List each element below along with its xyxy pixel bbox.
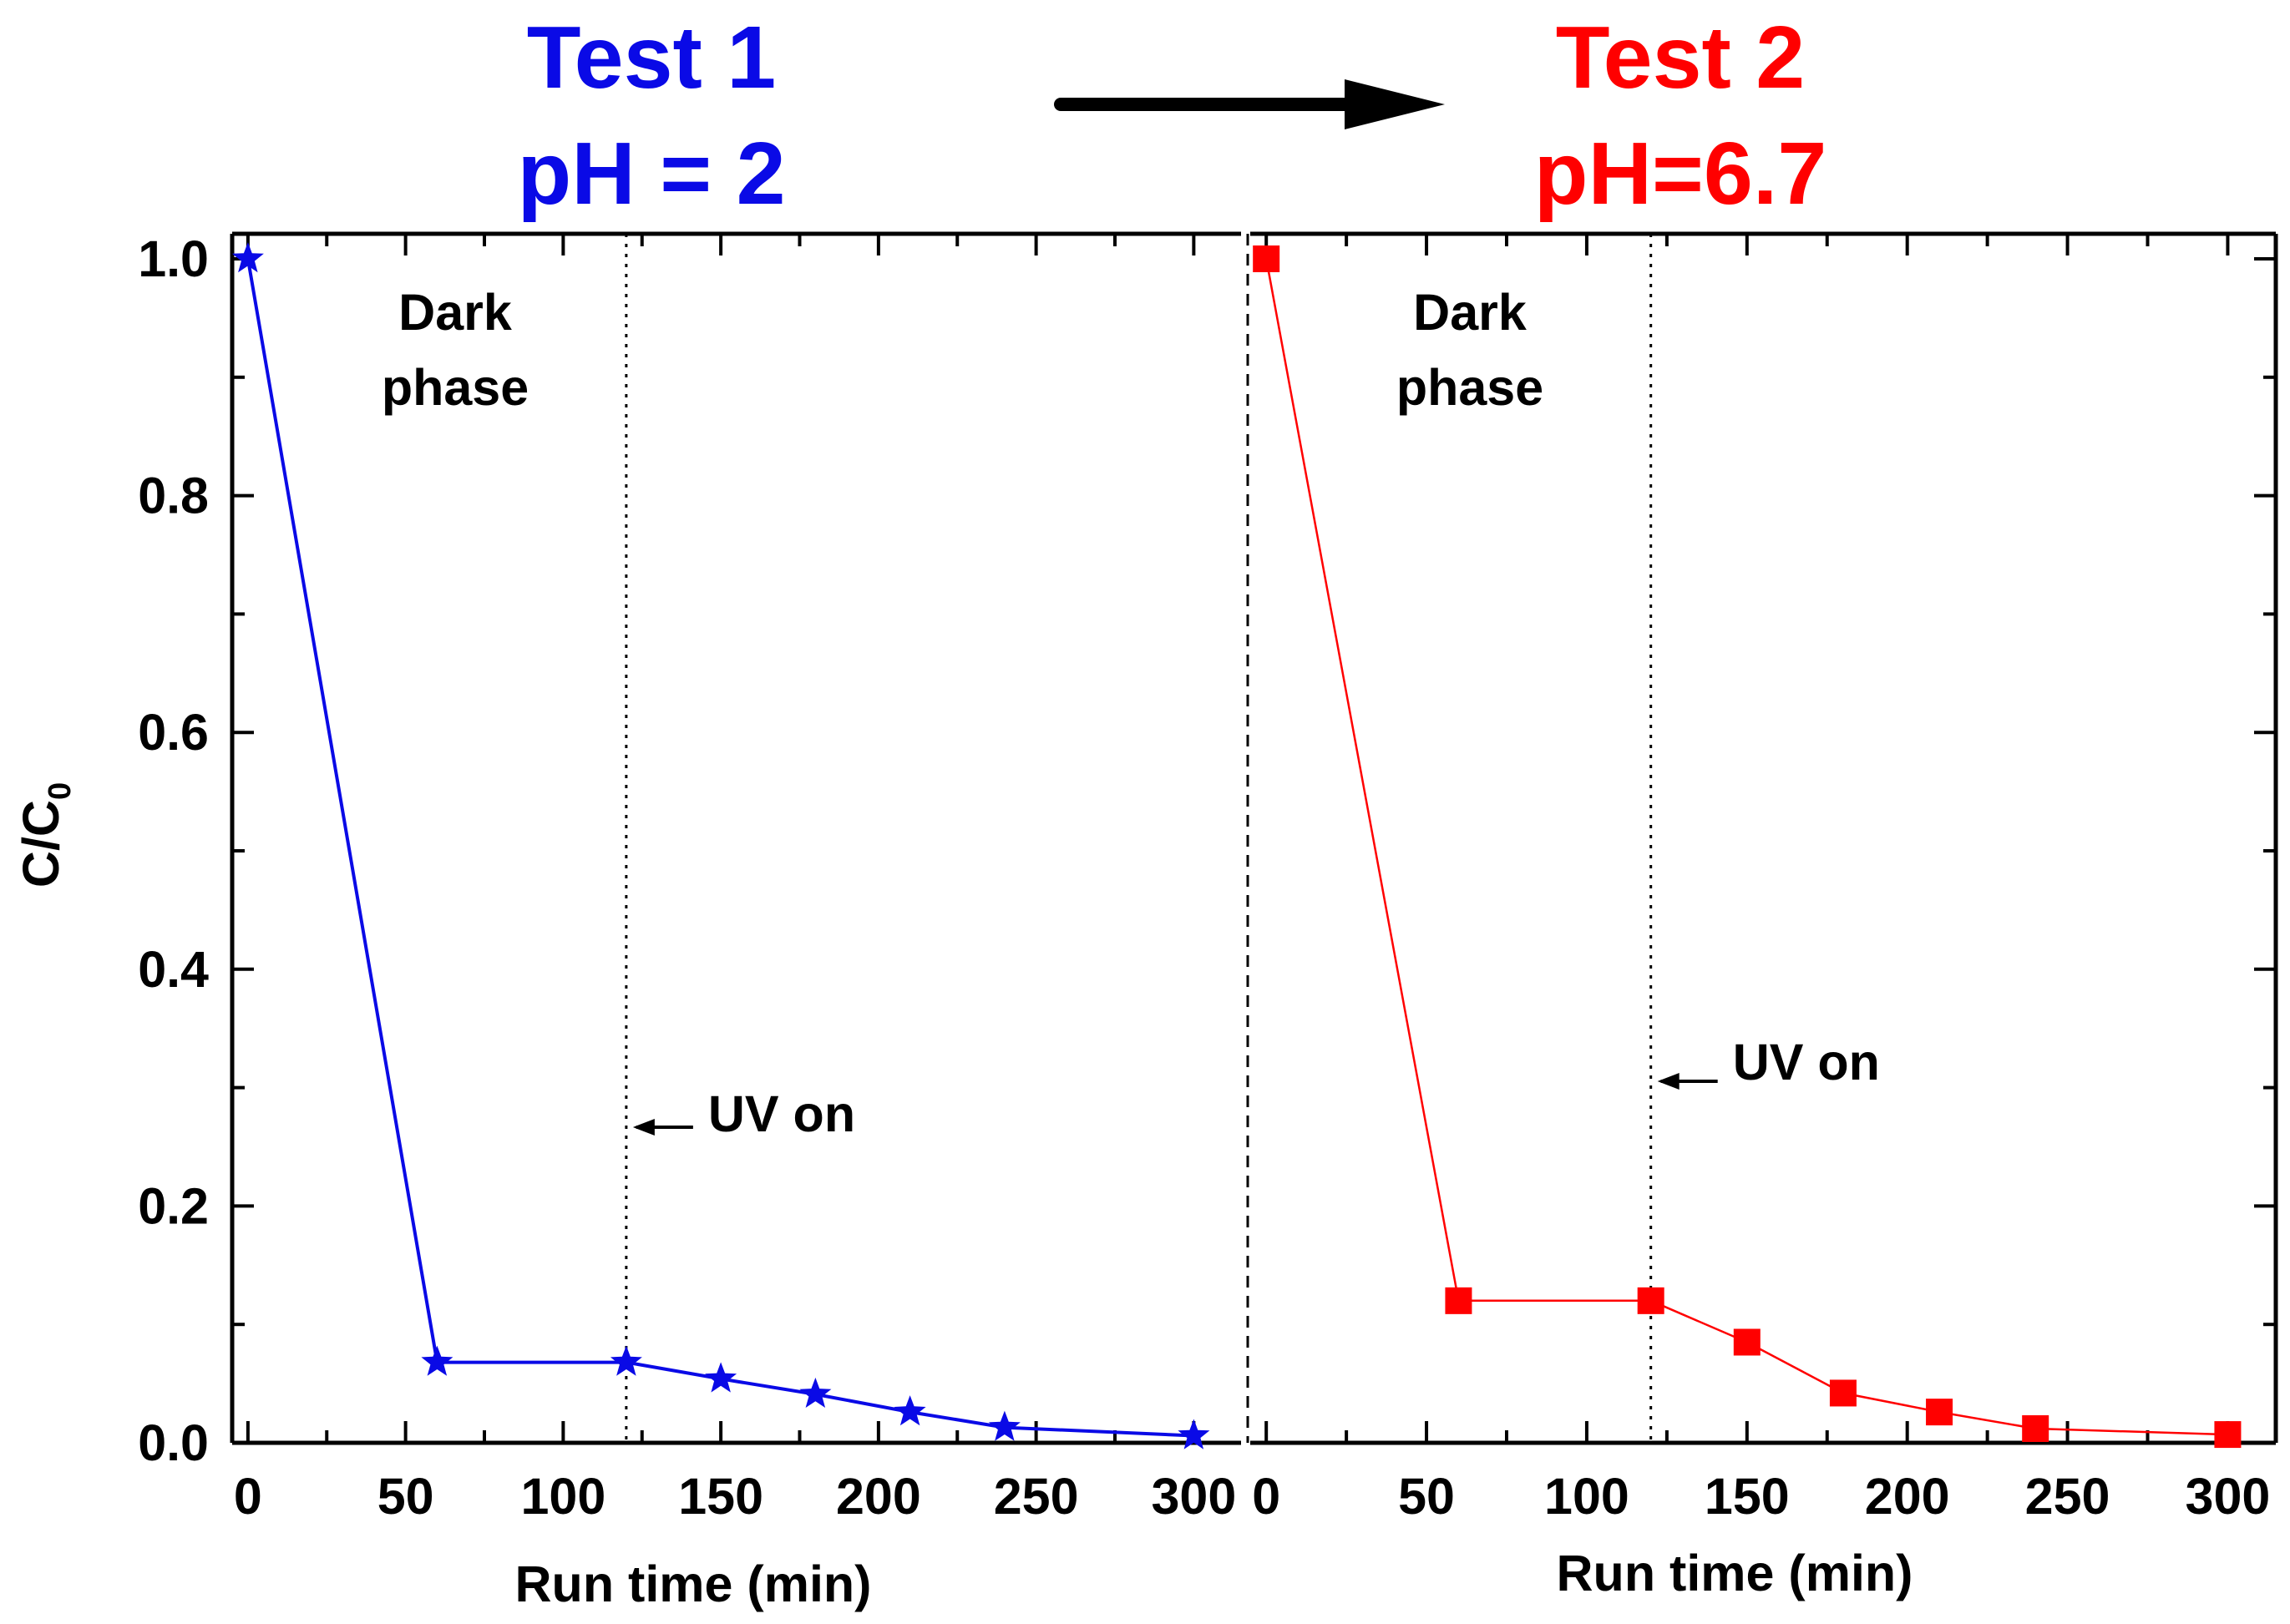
test2-ph-heading: pH=6.7 xyxy=(1534,124,1827,223)
data-point-square xyxy=(1926,1399,1953,1426)
series-line xyxy=(1264,258,2228,1436)
uv-on-label: UV on xyxy=(708,1085,855,1142)
x-tick-label: 0 xyxy=(1252,1468,1280,1525)
x-axis-title-left: Run time (min) xyxy=(515,1556,872,1612)
data-point-star xyxy=(705,1362,737,1393)
x-tick-label: 200 xyxy=(1865,1468,1950,1525)
x-tick-label: 300 xyxy=(1151,1468,1236,1525)
panel-test2: 0 50 100 150 200 250 300 Dark phase UV on xyxy=(1250,231,2278,1525)
dark-phase-label-2: phase xyxy=(382,359,529,416)
y-axis-title-sub: 0 xyxy=(43,782,78,800)
test1-ph-heading: pH = 2 xyxy=(517,124,785,223)
data-point-star xyxy=(799,1377,832,1408)
x-tick-label: 150 xyxy=(1705,1468,1790,1525)
y-axis-title-main: C/C xyxy=(13,800,69,888)
x-tick-label: 50 xyxy=(377,1468,434,1525)
x-tick-label: 200 xyxy=(836,1468,921,1525)
data-point-star xyxy=(894,1395,926,1426)
y-tick-label: 0.8 xyxy=(138,468,209,524)
x-tick-label: 250 xyxy=(994,1468,1079,1525)
y-tick-label: 0.6 xyxy=(138,704,209,761)
uv-on-label: UV on xyxy=(1733,1034,1880,1090)
data-point-square xyxy=(1829,1379,1857,1407)
data-point-square xyxy=(2022,1414,2049,1442)
uv-arrow-head xyxy=(632,1119,655,1136)
data-point-star xyxy=(421,1345,453,1376)
data-point-star xyxy=(988,1410,1021,1441)
x-tick-label: 0 xyxy=(234,1468,262,1525)
test1-heading: Test 1 xyxy=(527,8,777,107)
y-tick-label: 0.4 xyxy=(138,941,209,998)
dark-phase-label: Dark xyxy=(1413,284,1527,341)
test2-heading: Test 2 xyxy=(1556,8,1806,107)
data-point-star xyxy=(1178,1419,1210,1449)
x-axis-title-right: Run time (min) xyxy=(1557,1545,1913,1601)
transition-arrow xyxy=(1054,79,1445,129)
panel-test1: 0 50 100 150 200 250 300 0.0 0.2 0.4 0.6 0.8 1.0 Dark… xyxy=(138,230,1249,1525)
y-tick-label: 0.0 xyxy=(138,1414,209,1471)
data-point-square xyxy=(1733,1328,1761,1356)
data-point-square xyxy=(2214,1421,2242,1449)
x-tick-label: 100 xyxy=(520,1468,605,1525)
dark-phase-label-2: phase xyxy=(1396,359,1543,416)
x-tick-label: 250 xyxy=(2025,1468,2110,1525)
x-tick-label: 300 xyxy=(2186,1468,2271,1525)
y-axis-title: C/C0 xyxy=(13,782,78,888)
x-tick-label: 150 xyxy=(678,1468,763,1525)
data-point-star xyxy=(231,242,264,273)
x-tick-label: 50 xyxy=(1398,1468,1455,1525)
uv-arrow-head xyxy=(1657,1073,1680,1090)
series-line xyxy=(246,258,1194,1438)
data-point-square xyxy=(1445,1287,1472,1314)
data-point-square xyxy=(1253,245,1280,272)
x-tick-label: 100 xyxy=(1544,1468,1629,1525)
dark-phase-label: Dark xyxy=(398,284,512,341)
data-point-square xyxy=(1637,1287,1664,1314)
data-point-star xyxy=(610,1345,642,1376)
y-tick-label: 0.2 xyxy=(138,1177,209,1234)
y-tick-label: 1.0 xyxy=(138,230,209,287)
